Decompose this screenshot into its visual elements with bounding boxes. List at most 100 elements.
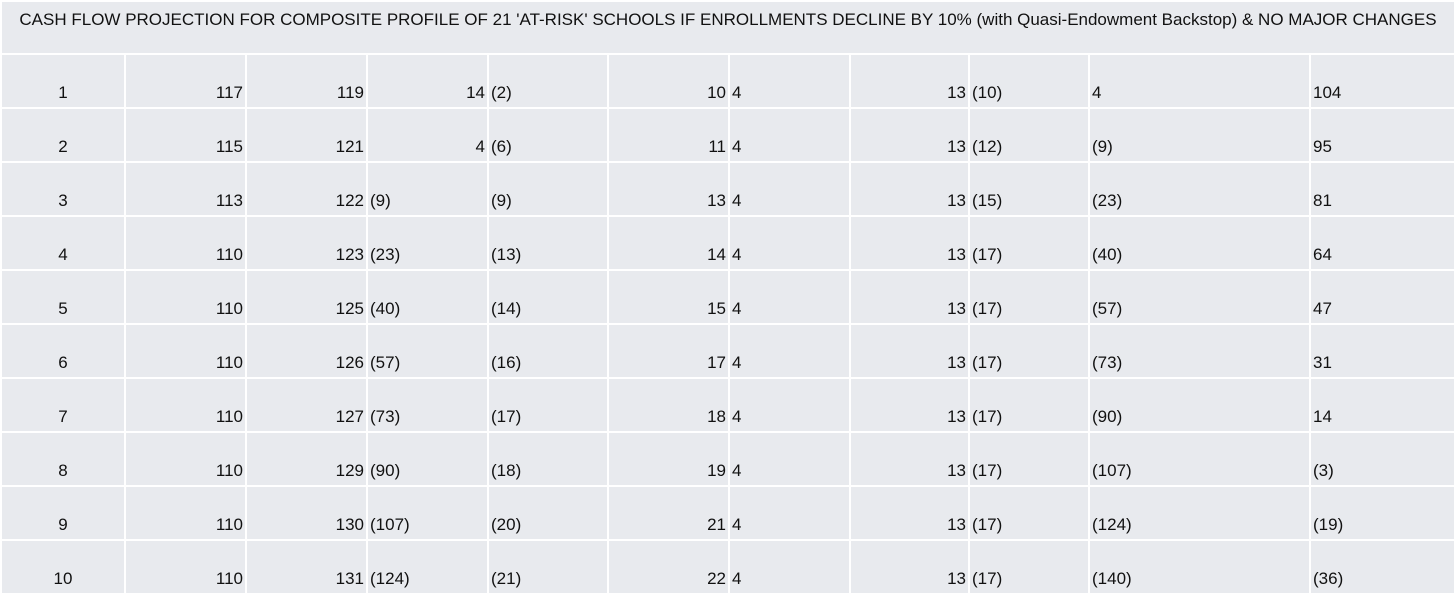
table-cell: 13 [849,324,970,379]
table-cell: 130 [245,486,368,541]
table-cell: 115 [124,108,247,163]
table-row: 8 110 129 (90) (18) 19 4 13 (17) (107) (3) [2,432,1454,487]
table-cell: 13 [849,270,970,325]
table-cell: (17) [968,378,1090,433]
table-cell: (21) [487,540,609,595]
table-cell: 22 [607,540,730,595]
table-cell: 64 [1309,216,1454,271]
row-number: 8 [2,432,126,487]
table-cell: (23) [1088,162,1311,217]
table-row: 4 110 123 (23) (13) 14 4 13 (17) (40) 64 [2,216,1454,271]
table-cell: 13 [849,216,970,271]
table-cell: (17) [968,270,1090,325]
table-cell: (17) [968,324,1090,379]
table-cell: (6) [487,108,609,163]
table-cell: 110 [124,540,247,595]
table-cell: 14 [366,55,489,109]
table-cell: 131 [245,540,368,595]
table-cell: 110 [124,378,247,433]
table-cell: 4 [728,55,851,109]
table-title: CASH FLOW PROJECTION FOR COMPOSITE PROFI… [2,2,1454,55]
table-cell: 4 [728,162,851,217]
table-cell: 110 [124,432,247,487]
table-cell: 4 [728,216,851,271]
table-row: 6 110 126 (57) (16) 17 4 13 (17) (73) 31 [2,324,1454,379]
table-cell: 13 [607,162,730,217]
table-cell: 4 [728,108,851,163]
row-number: 2 [2,108,126,163]
table-cell: (57) [1088,270,1311,325]
table-cell: (40) [1088,216,1311,271]
table-row: 1 117 119 14 (2) 10 4 13 (10) 4 104 [2,55,1454,109]
table-cell: 4 [728,324,851,379]
table-cell: (36) [1309,540,1454,595]
table-cell: 123 [245,216,368,271]
data-table: 1 117 119 14 (2) 10 4 13 (10) 4 104 2 115 121 4 (6) 11 4 1… [2,55,1454,595]
table-cell: 113 [124,162,247,217]
table-cell: (16) [487,324,609,379]
table-cell: 11 [607,108,730,163]
table-cell: (17) [487,378,609,433]
table-cell: 13 [849,540,970,595]
table-cell: 4 [1088,55,1311,109]
table-cell: 95 [1309,108,1454,163]
table-cell: 4 [728,486,851,541]
table-cell: 110 [124,270,247,325]
table-cell: (17) [968,540,1090,595]
row-number: 10 [2,540,126,595]
row-number: 3 [2,162,126,217]
table-cell: (3) [1309,432,1454,487]
table-cell: (10) [968,55,1090,109]
row-number: 5 [2,270,126,325]
table-cell: 4 [366,108,489,163]
table-cell: (140) [1088,540,1311,595]
table-row: 2 115 121 4 (6) 11 4 13 (12) (9) 95 [2,108,1454,163]
table-cell: (9) [487,162,609,217]
table-cell: 129 [245,432,368,487]
row-number: 7 [2,378,126,433]
table-row: 3 113 122 (9) (9) 13 4 13 (15) (23) 81 [2,162,1454,217]
table-cell: (13) [487,216,609,271]
table-cell: 13 [849,55,970,109]
table-cell: 13 [849,432,970,487]
table-cell: (40) [366,270,489,325]
table-cell: 13 [849,378,970,433]
table-cell: 21 [607,486,730,541]
table-cell: 81 [1309,162,1454,217]
table-row: 5 110 125 (40) (14) 15 4 13 (17) (57) 47 [2,270,1454,325]
row-number: 9 [2,486,126,541]
table-cell: (17) [968,486,1090,541]
table-row: 7 110 127 (73) (17) 18 4 13 (17) (90) 14 [2,378,1454,433]
table-body: 1 117 119 14 (2) 10 4 13 (10) 4 104 2 115 121 4 (6) 11 4 1… [2,55,1454,595]
table-cell: 13 [849,108,970,163]
table-cell: 4 [728,378,851,433]
table-cell: (73) [366,378,489,433]
table-cell: 4 [728,270,851,325]
table-cell: 19 [607,432,730,487]
table-cell: 31 [1309,324,1454,379]
table-cell: 119 [245,55,368,109]
table-cell: (124) [366,540,489,595]
table-cell: (90) [1088,378,1311,433]
table-cell: (23) [366,216,489,271]
table-cell: (107) [1088,432,1311,487]
table-cell: 4 [728,540,851,595]
table-cell: 117 [124,55,247,109]
row-number: 6 [2,324,126,379]
table-row: 9 110 130 (107) (20) 21 4 13 (17) (124) (19) [2,486,1454,541]
table-cell: 126 [245,324,368,379]
row-number: 1 [2,55,126,109]
table-cell: (90) [366,432,489,487]
table-cell: 47 [1309,270,1454,325]
table-cell: (12) [968,108,1090,163]
row-number: 4 [2,216,126,271]
table-cell: (2) [487,55,609,109]
table-cell: (14) [487,270,609,325]
table-cell: 127 [245,378,368,433]
table-cell: 110 [124,324,247,379]
table-cell: 121 [245,108,368,163]
table-cell: (17) [968,432,1090,487]
table-cell: 13 [849,162,970,217]
table-cell: 18 [607,378,730,433]
